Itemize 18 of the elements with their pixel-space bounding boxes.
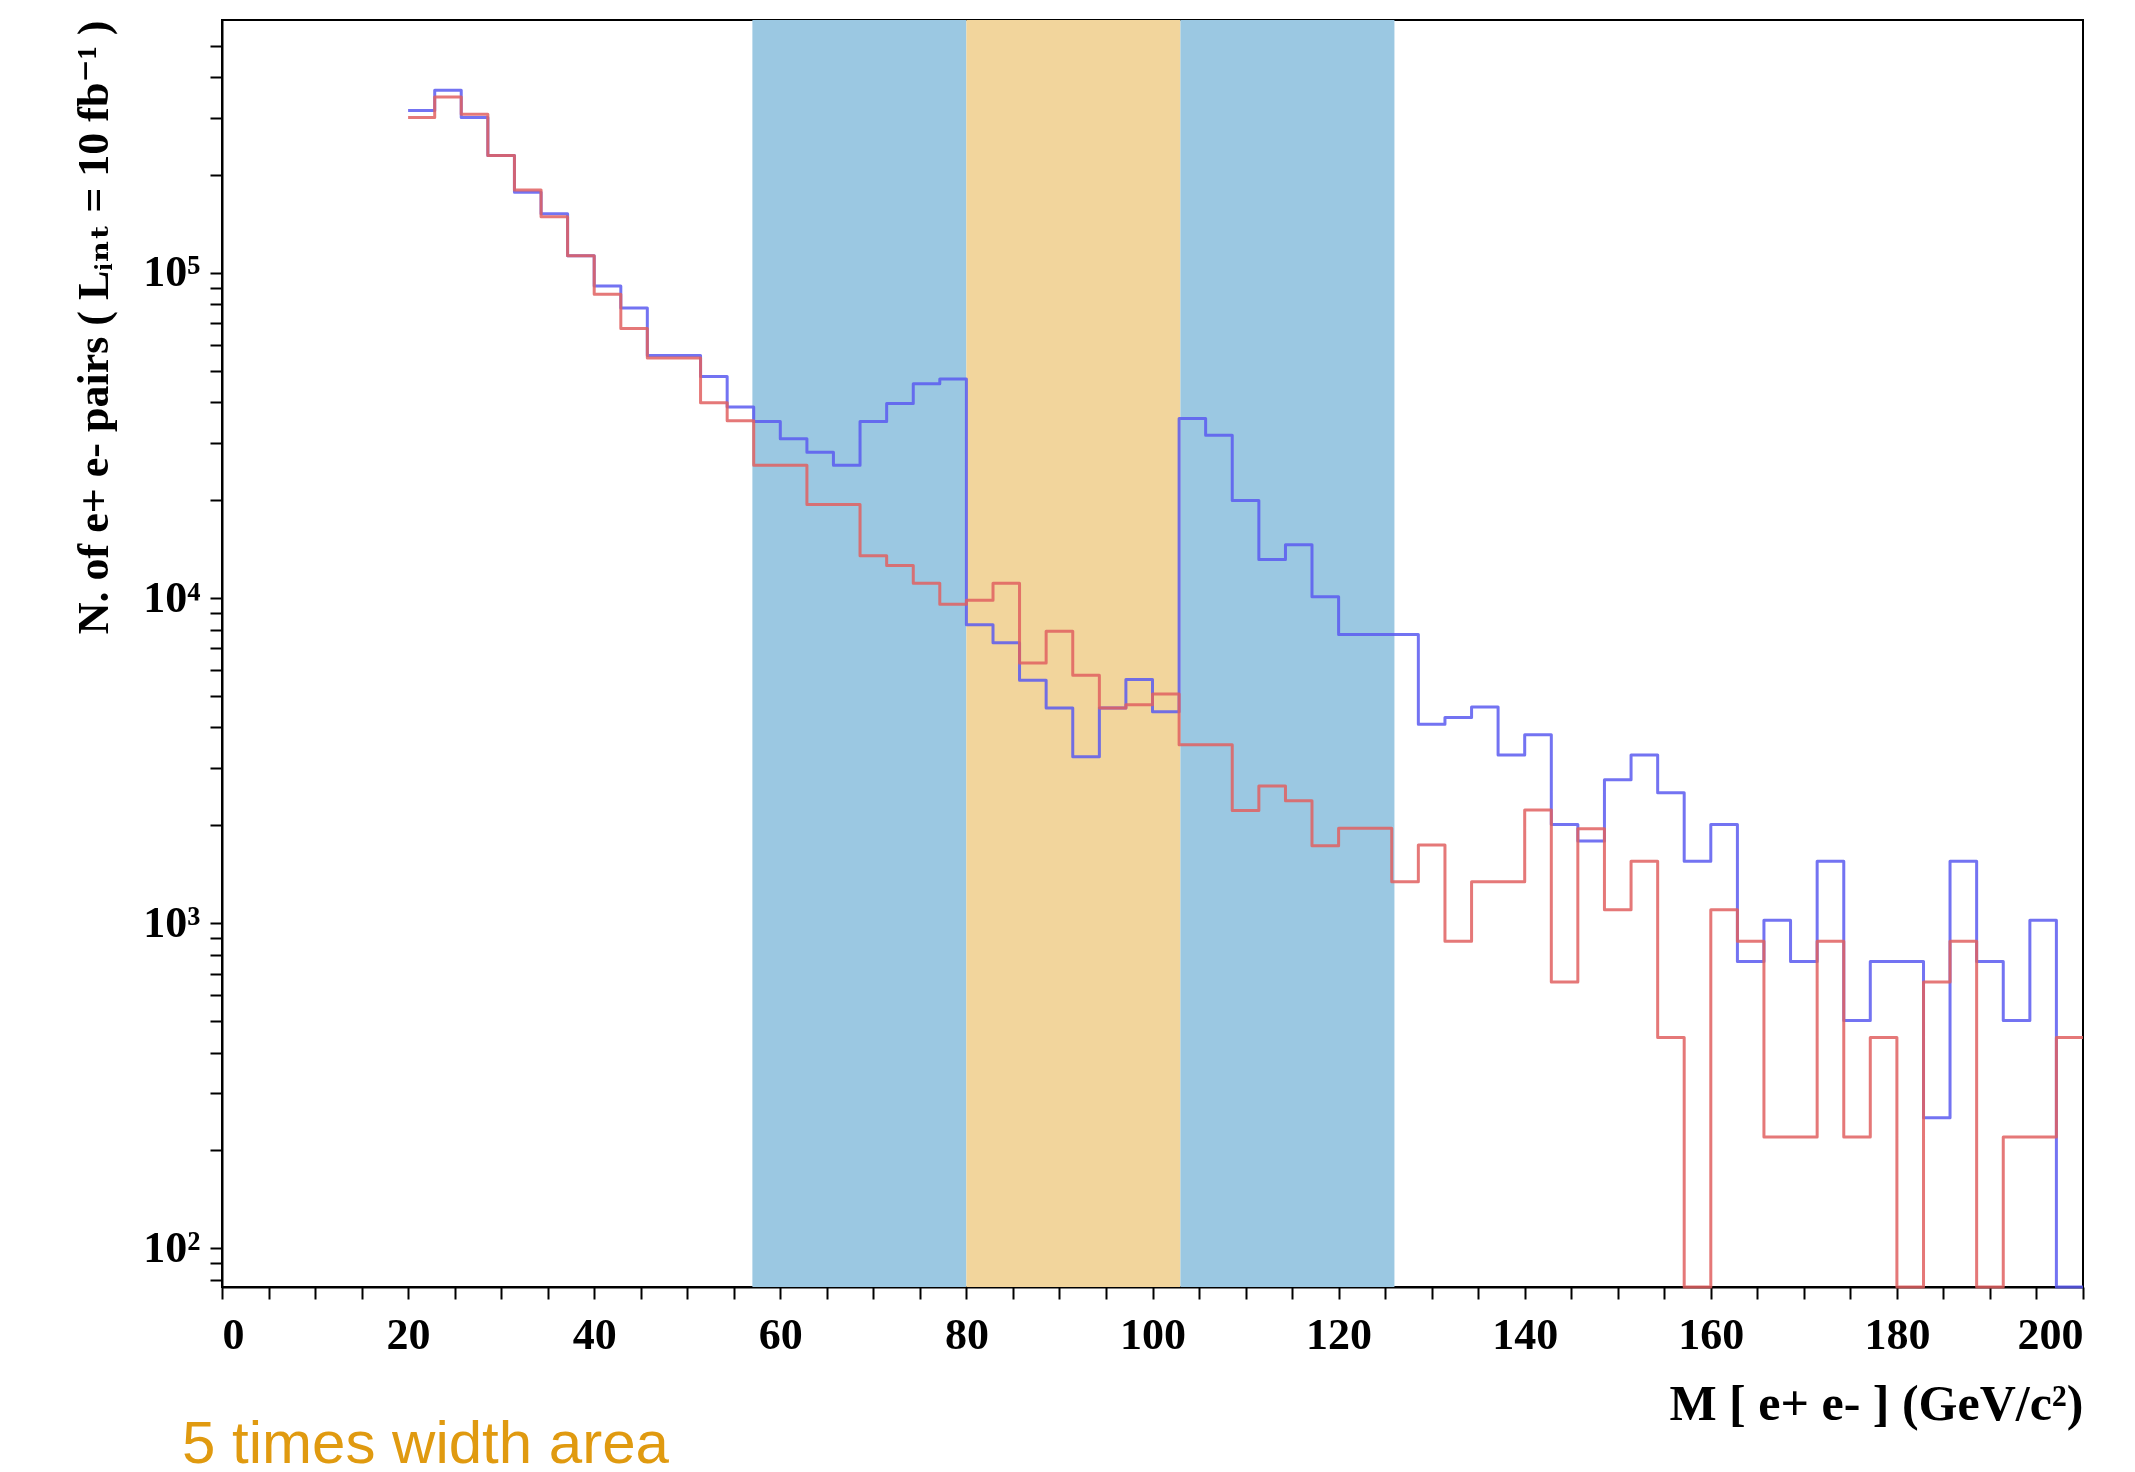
x-tick-label: 40 [572, 1309, 617, 1359]
x-tick-label: 120 [1306, 1309, 1373, 1359]
x-tick-label: 180 [1864, 1309, 1931, 1359]
x-tick-label: 20 [386, 1309, 431, 1359]
x-axis-title: M [ e+ e- ] (GeV/c²) [1669, 1374, 2084, 1431]
y-tick-label: 10⁴ [143, 572, 201, 622]
y-tick-label: 10² [143, 1222, 201, 1272]
y-axis-title: N. of e+ e- pairs ( Lᵢₙₜ = 10 fb⁻¹ ) [69, 20, 119, 635]
x-tick-label: 140 [1492, 1309, 1559, 1359]
text: 5 times width area [182, 1409, 670, 1472]
y-tick-label: 10⁵ [143, 247, 201, 297]
x-tick-label: 100 [1120, 1309, 1186, 1359]
x-tick-label: 60 [758, 1309, 803, 1359]
x-tick-label: 200 [2017, 1309, 2084, 1359]
x-tick-label: 160 [1678, 1309, 1745, 1359]
y-tick-label: 10³ [143, 897, 201, 947]
x-tick-label: 0 [222, 1309, 245, 1359]
x-tick-label: 80 [944, 1309, 989, 1359]
